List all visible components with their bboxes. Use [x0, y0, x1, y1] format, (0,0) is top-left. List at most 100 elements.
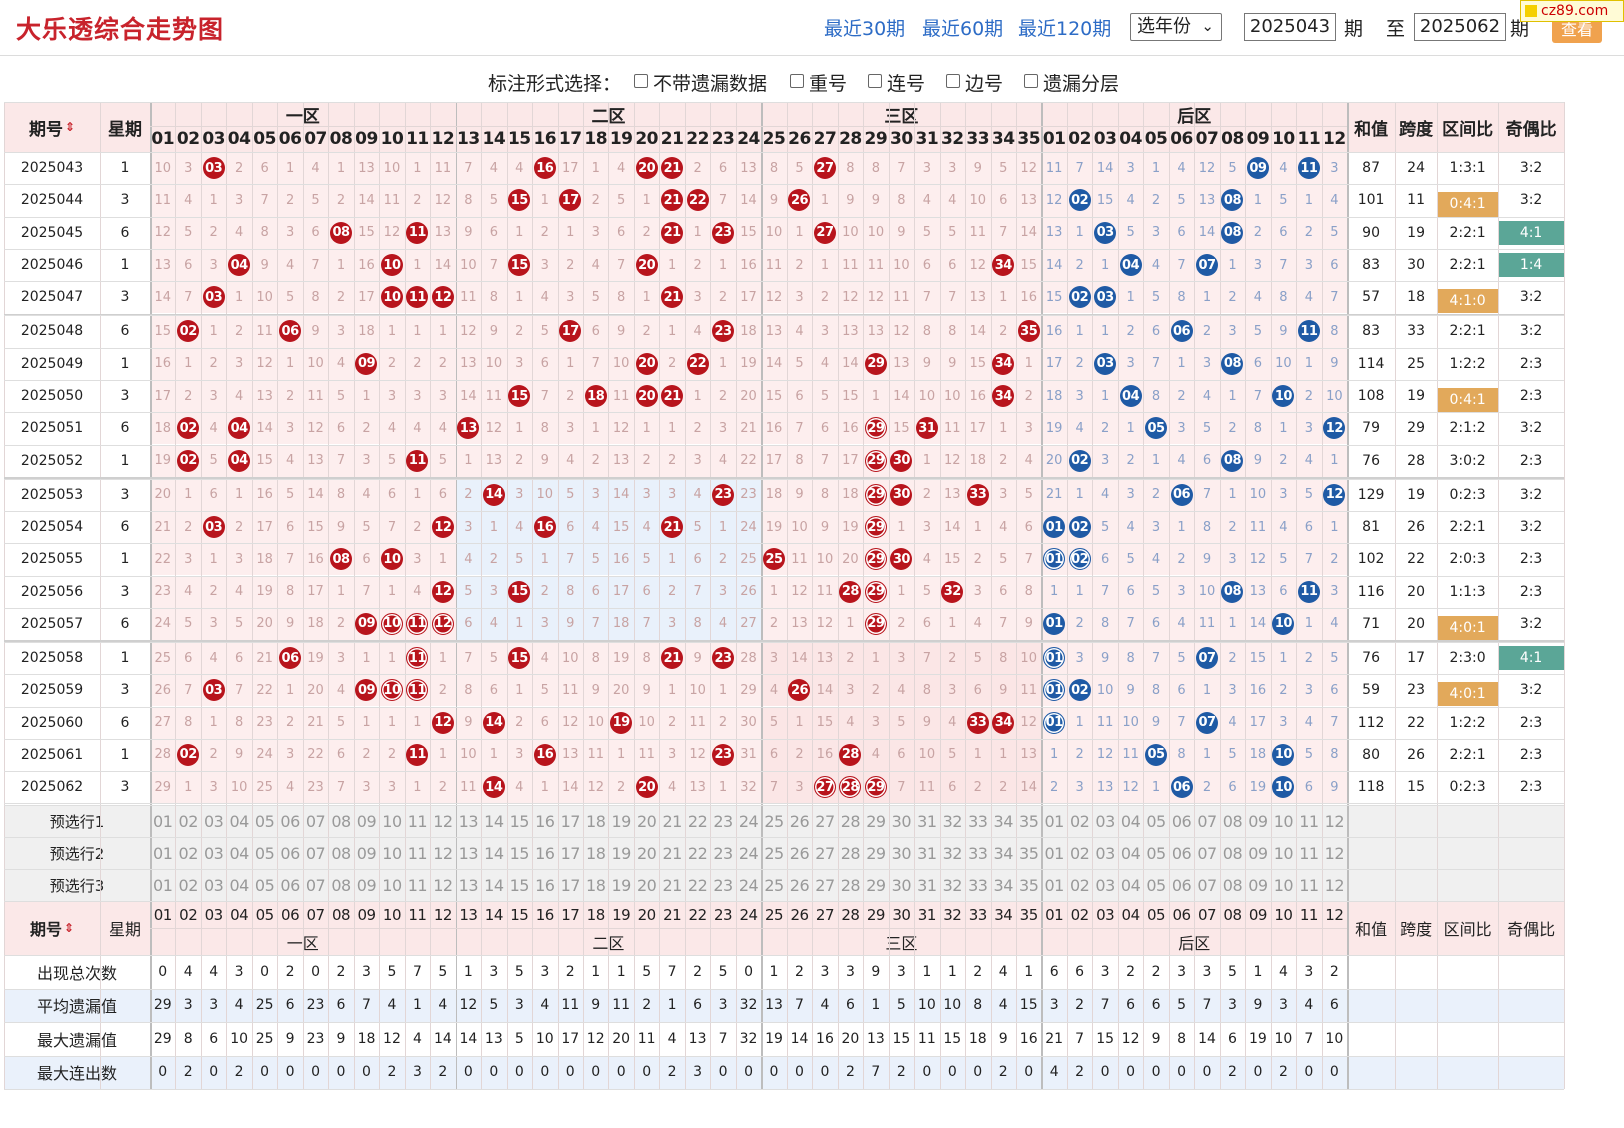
preselect-number[interactable]: 08 — [328, 805, 354, 838]
preselect-number[interactable]: 02 — [1066, 805, 1093, 838]
preselect-number[interactable]: 28 — [837, 869, 864, 902]
preselect-number[interactable]: 01 — [150, 869, 176, 902]
preselect-number[interactable]: 10 — [1270, 805, 1297, 838]
preselect-number[interactable]: 16 — [532, 837, 558, 870]
preselect-number[interactable]: 23 — [710, 869, 736, 902]
preselect-number[interactable]: 13 — [455, 805, 482, 838]
preselect-number[interactable]: 09 — [353, 869, 380, 902]
preselect-number[interactable]: 01 — [1041, 869, 1067, 902]
preselect-number[interactable]: 01 — [150, 805, 176, 838]
preselect-number[interactable]: 12 — [1321, 837, 1348, 870]
option-repeat[interactable]: 重号 — [790, 69, 847, 96]
preselect-number[interactable]: 10 — [1270, 869, 1297, 902]
preselect-number[interactable]: 32 — [939, 837, 966, 870]
preselect-number[interactable]: 05 — [251, 805, 278, 838]
preselect-number[interactable]: 06 — [277, 805, 303, 838]
option-omission-layer[interactable]: 遗漏分层 — [1024, 69, 1119, 96]
preselect-number[interactable]: 18 — [582, 805, 609, 838]
preselect-number[interactable]: 10 — [1270, 837, 1297, 870]
preselect-number[interactable]: 24 — [735, 837, 762, 870]
preselect-number[interactable]: 19 — [608, 805, 634, 838]
preselect-number[interactable]: 02 — [1066, 837, 1093, 870]
preselect-number[interactable]: 19 — [608, 869, 634, 902]
preselect-number[interactable]: 26 — [786, 837, 813, 870]
preselect-number[interactable]: 04 — [1117, 869, 1144, 902]
preselect-number[interactable]: 05 — [1143, 837, 1169, 870]
preselect-number[interactable]: 14 — [481, 805, 507, 838]
preselect-number[interactable]: 17 — [557, 805, 583, 838]
preselect-number[interactable]: 16 — [532, 869, 558, 902]
preselect-number[interactable]: 25 — [761, 837, 787, 870]
preselect-number[interactable]: 07 — [302, 837, 329, 870]
checkbox-icon[interactable] — [790, 74, 804, 88]
preselect-number[interactable]: 08 — [1219, 837, 1246, 870]
preselect-number[interactable]: 08 — [328, 869, 354, 902]
period-header[interactable]: 期号 ⇕ — [4, 102, 100, 152]
preselect-number[interactable]: 04 — [226, 805, 252, 838]
preselect-number[interactable]: 29 — [863, 869, 889, 902]
preselect-number[interactable]: 21 — [659, 837, 685, 870]
preselect-number[interactable]: 21 — [659, 869, 685, 902]
preselect-number[interactable]: 26 — [786, 805, 813, 838]
preselect-number[interactable]: 02 — [175, 837, 201, 870]
preselect-number[interactable]: 06 — [1168, 805, 1195, 838]
preselect-number[interactable]: 17 — [557, 869, 583, 902]
preselect-number[interactable]: 09 — [1245, 869, 1271, 902]
preselect-number[interactable]: 11 — [404, 837, 431, 870]
checkbox-icon[interactable] — [1024, 74, 1038, 88]
preselect-number[interactable]: 34 — [990, 805, 1016, 838]
preselect-number[interactable]: 12 — [430, 837, 456, 870]
checkbox-icon[interactable] — [634, 74, 648, 88]
preselect-number[interactable]: 31 — [914, 869, 940, 902]
preselect-number[interactable]: 05 — [251, 869, 278, 902]
preselect-number[interactable]: 30 — [888, 837, 915, 870]
preselect-number[interactable]: 05 — [1143, 805, 1169, 838]
preselect-number[interactable]: 25 — [761, 805, 787, 838]
option-consecutive[interactable]: 连号 — [868, 69, 925, 96]
preselect-number[interactable]: 23 — [710, 837, 736, 870]
preselect-number[interactable]: 27 — [812, 869, 838, 902]
preselect-number[interactable]: 04 — [226, 869, 252, 902]
preselect-number[interactable]: 24 — [735, 869, 762, 902]
preselect-number[interactable]: 10 — [379, 837, 405, 870]
preselect-number[interactable]: 04 — [226, 837, 252, 870]
preselect-number[interactable]: 09 — [353, 805, 380, 838]
preselect-number[interactable]: 02 — [1066, 869, 1093, 902]
preselect-number[interactable]: 12 — [430, 869, 456, 902]
preselect-number[interactable]: 03 — [1092, 805, 1118, 838]
preselect-number[interactable]: 13 — [455, 837, 482, 870]
preselect-number[interactable]: 25 — [761, 869, 787, 902]
preselect-number[interactable]: 09 — [1245, 805, 1271, 838]
preselect-number[interactable]: 02 — [175, 869, 201, 902]
preselect-number[interactable]: 18 — [582, 837, 609, 870]
preselect-number[interactable]: 05 — [251, 837, 278, 870]
to-period-input[interactable]: 2025062 — [1414, 13, 1506, 41]
preselect-number[interactable]: 04 — [1117, 805, 1144, 838]
from-period-input[interactable]: 2025043 — [1244, 13, 1336, 41]
preselect-number[interactable]: 09 — [353, 837, 380, 870]
preselect-number[interactable]: 11 — [1296, 869, 1322, 902]
preselect-number[interactable]: 07 — [302, 805, 329, 838]
preselect-number[interactable]: 15 — [506, 805, 533, 838]
option-no-omission[interactable]: 不带遗漏数据 — [634, 69, 767, 96]
preselect-number[interactable]: 33 — [965, 869, 991, 902]
preselect-number[interactable]: 09 — [1245, 837, 1271, 870]
preselect-number[interactable]: 14 — [481, 869, 507, 902]
preselect-number[interactable]: 11 — [1296, 837, 1322, 870]
preselect-number[interactable]: 20 — [633, 869, 660, 902]
preselect-number[interactable]: 06 — [277, 837, 303, 870]
preselect-number[interactable]: 07 — [302, 869, 329, 902]
preselect-number[interactable]: 21 — [659, 805, 685, 838]
year-select[interactable]: 选年份 ⌄ — [1130, 13, 1222, 41]
preselect-number[interactable]: 22 — [684, 869, 711, 902]
preselect-number[interactable]: 08 — [1219, 869, 1246, 902]
recent-60-link[interactable]: 最近60期 — [922, 18, 1004, 40]
preselect-number[interactable]: 04 — [1117, 837, 1144, 870]
preselect-number[interactable]: 32 — [939, 805, 966, 838]
preselect-number[interactable]: 33 — [965, 837, 991, 870]
preselect-number[interactable]: 30 — [888, 869, 915, 902]
preselect-number[interactable]: 18 — [582, 869, 609, 902]
preselect-number[interactable]: 19 — [608, 837, 634, 870]
preselect-number[interactable]: 16 — [532, 805, 558, 838]
preselect-number[interactable]: 12 — [1321, 805, 1348, 838]
